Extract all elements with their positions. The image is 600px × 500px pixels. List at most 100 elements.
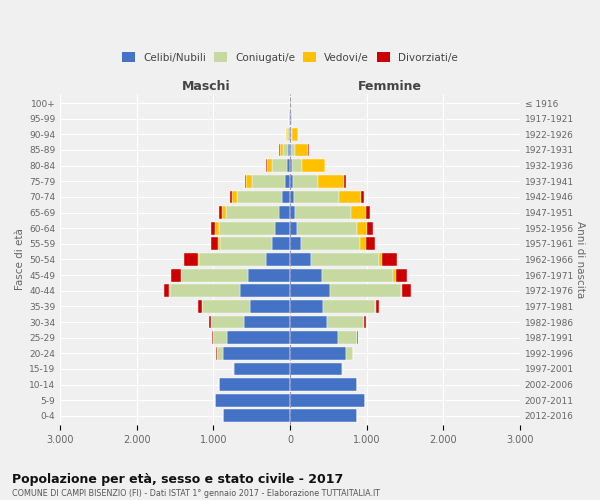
Bar: [376, 300, 379, 313]
Bar: [291, 144, 295, 156]
Bar: [217, 347, 223, 360]
Bar: [290, 394, 365, 406]
Bar: [292, 128, 298, 141]
Bar: [227, 332, 290, 344]
Bar: [375, 300, 376, 313]
Bar: [219, 378, 290, 391]
Bar: [290, 175, 293, 188]
Bar: [284, 175, 290, 188]
Text: Maschi: Maschi: [181, 80, 230, 93]
Bar: [211, 238, 218, 250]
Bar: [367, 222, 373, 234]
Bar: [379, 253, 382, 266]
Bar: [252, 175, 284, 188]
Bar: [237, 190, 281, 203]
Bar: [344, 175, 346, 188]
Bar: [199, 253, 266, 266]
Bar: [209, 316, 211, 328]
Bar: [213, 332, 227, 344]
Bar: [290, 238, 301, 250]
Bar: [318, 175, 344, 188]
Bar: [223, 347, 290, 360]
Bar: [351, 206, 366, 219]
Bar: [290, 316, 327, 328]
Bar: [311, 253, 379, 266]
Bar: [330, 284, 401, 297]
Bar: [272, 238, 290, 250]
Bar: [395, 268, 407, 281]
Bar: [280, 144, 283, 156]
Bar: [290, 253, 311, 266]
Bar: [289, 128, 290, 141]
Bar: [342, 362, 343, 376]
Bar: [382, 253, 397, 266]
Bar: [403, 284, 411, 297]
Bar: [219, 222, 275, 234]
Bar: [250, 300, 290, 313]
Bar: [234, 362, 290, 376]
Bar: [266, 159, 272, 172]
Bar: [240, 284, 290, 297]
Bar: [222, 206, 226, 219]
Bar: [290, 347, 346, 360]
Bar: [290, 128, 292, 141]
Bar: [212, 332, 213, 344]
Bar: [346, 347, 353, 360]
Bar: [233, 362, 234, 376]
Bar: [279, 144, 280, 156]
Bar: [202, 300, 250, 313]
Bar: [230, 190, 232, 203]
Bar: [272, 159, 287, 172]
Bar: [223, 410, 290, 422]
Bar: [338, 190, 361, 203]
Y-axis label: Anni di nascita: Anni di nascita: [575, 221, 585, 298]
Bar: [308, 144, 309, 156]
Y-axis label: Fasce di età: Fasce di età: [15, 228, 25, 290]
Bar: [301, 238, 361, 250]
Bar: [281, 190, 290, 203]
Bar: [246, 175, 252, 188]
Bar: [289, 144, 290, 156]
Bar: [366, 238, 375, 250]
Bar: [292, 159, 302, 172]
Bar: [289, 112, 290, 125]
Bar: [244, 316, 290, 328]
Bar: [357, 332, 358, 344]
Bar: [215, 222, 219, 234]
Bar: [232, 190, 237, 203]
Bar: [290, 410, 358, 422]
Bar: [293, 175, 318, 188]
Text: Popolazione per età, sesso e stato civile - 2017: Popolazione per età, sesso e stato civil…: [12, 472, 343, 486]
Bar: [164, 284, 169, 297]
Bar: [211, 222, 215, 234]
Bar: [248, 268, 290, 281]
Bar: [294, 190, 338, 203]
Bar: [291, 112, 292, 125]
Bar: [297, 222, 356, 234]
Legend: Celibi/Nubili, Coniugati/e, Vedovi/e, Divorziati/e: Celibi/Nubili, Coniugati/e, Vedovi/e, Di…: [122, 52, 458, 62]
Bar: [290, 332, 338, 344]
Bar: [290, 268, 322, 281]
Bar: [290, 284, 330, 297]
Bar: [278, 206, 290, 219]
Bar: [184, 253, 198, 266]
Bar: [219, 206, 222, 219]
Bar: [361, 190, 364, 203]
Bar: [287, 128, 289, 141]
Bar: [366, 206, 370, 219]
Bar: [290, 190, 294, 203]
Bar: [401, 284, 403, 297]
Bar: [323, 300, 375, 313]
Bar: [275, 222, 290, 234]
Bar: [364, 316, 365, 328]
Bar: [286, 128, 287, 141]
Bar: [266, 253, 290, 266]
Bar: [220, 238, 272, 250]
Bar: [394, 268, 395, 281]
Bar: [283, 144, 289, 156]
Bar: [198, 300, 202, 313]
Bar: [290, 144, 291, 156]
Bar: [290, 378, 358, 391]
Bar: [245, 175, 246, 188]
Bar: [295, 144, 308, 156]
